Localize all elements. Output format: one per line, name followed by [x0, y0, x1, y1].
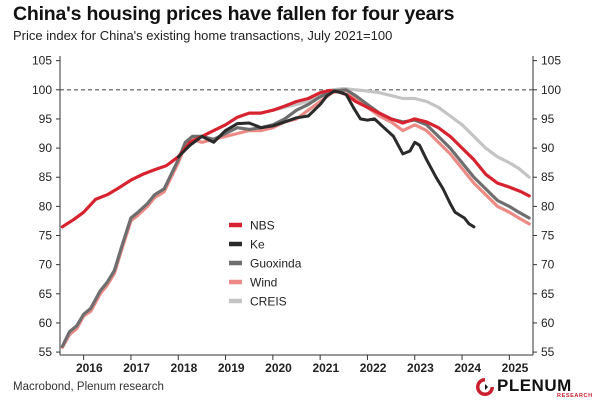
- y-tick-label-left: 95: [39, 112, 53, 126]
- logo-subtext: RESEARCH: [557, 393, 593, 399]
- y-tick-label-left: 70: [39, 258, 53, 272]
- y-tick-label-right: 60: [541, 316, 555, 330]
- y-tick-label-right: 55: [541, 345, 555, 359]
- y-tick-label-right: 75: [541, 229, 555, 243]
- y-tick-label-left: 55: [39, 345, 53, 359]
- source-note: Macrobond, Plenum research: [13, 381, 164, 393]
- series-layer: [60, 87, 531, 349]
- y-tick-label-right: 90: [541, 141, 555, 155]
- chart-title: China's housing prices have fallen for f…: [13, 3, 455, 25]
- legend: NBS Ke Guoxinda Wind CREIS: [229, 219, 302, 309]
- x-tick-label: 2017: [123, 361, 150, 375]
- x-tick-label: 2020: [265, 361, 292, 375]
- x-tick-label: 2024: [454, 361, 481, 375]
- y-tick-label-right: 80: [541, 199, 555, 213]
- series-line-nbs: [60, 88, 531, 229]
- x-tick-label: 2023: [407, 361, 434, 375]
- x-tick-label: 2021: [312, 361, 339, 375]
- y-tick-label-left: 85: [39, 170, 53, 184]
- x-tick-label: 2022: [360, 361, 387, 375]
- legend-label-wind: Wind: [250, 276, 277, 290]
- y-tick-label-right: 105: [541, 54, 561, 68]
- y-tick-label-left: 75: [39, 229, 53, 243]
- legend-label-nbs: NBS: [250, 219, 275, 233]
- legend-label-guoxinda: Guoxinda: [250, 257, 302, 271]
- x-tick-label: 2025: [502, 361, 529, 375]
- chart-subtitle: Price index for China's existing home tr…: [13, 28, 393, 43]
- y-tick-label-left: 60: [39, 316, 53, 330]
- legend-label-creis: CREIS: [250, 295, 287, 309]
- y-tick-label-right: 95: [541, 112, 555, 126]
- brand-logo: PLENUM RESEARCH: [475, 376, 595, 400]
- y-tick-label-left: 100: [32, 83, 52, 97]
- axes-group: 55 55 60 60 65 65 70 70 75 75 80 80 85 85 90 90 95 95 100 1…: [32, 54, 561, 375]
- y-tick-label-right: 85: [541, 170, 555, 184]
- x-tick-label: 2019: [218, 361, 245, 375]
- x-tick-label: 2018: [171, 361, 198, 375]
- x-tick-label: 2016: [76, 361, 103, 375]
- series-line-guoxinda: [60, 88, 531, 348]
- y-tick-label-left: 90: [39, 141, 53, 155]
- series-line-ke: [176, 89, 476, 229]
- y-tick-label-right: 100: [541, 83, 561, 97]
- y-tick-label-left: 80: [39, 199, 53, 213]
- y-tick-label-left: 105: [32, 54, 52, 68]
- y-tick-label-left: 65: [39, 287, 53, 301]
- logo-wordmark: PLENUM: [497, 376, 572, 395]
- logo-mark-icon: [476, 378, 494, 396]
- y-tick-label-right: 65: [541, 287, 555, 301]
- legend-label-ke: Ke: [250, 238, 265, 252]
- y-tick-label-right: 70: [541, 258, 555, 272]
